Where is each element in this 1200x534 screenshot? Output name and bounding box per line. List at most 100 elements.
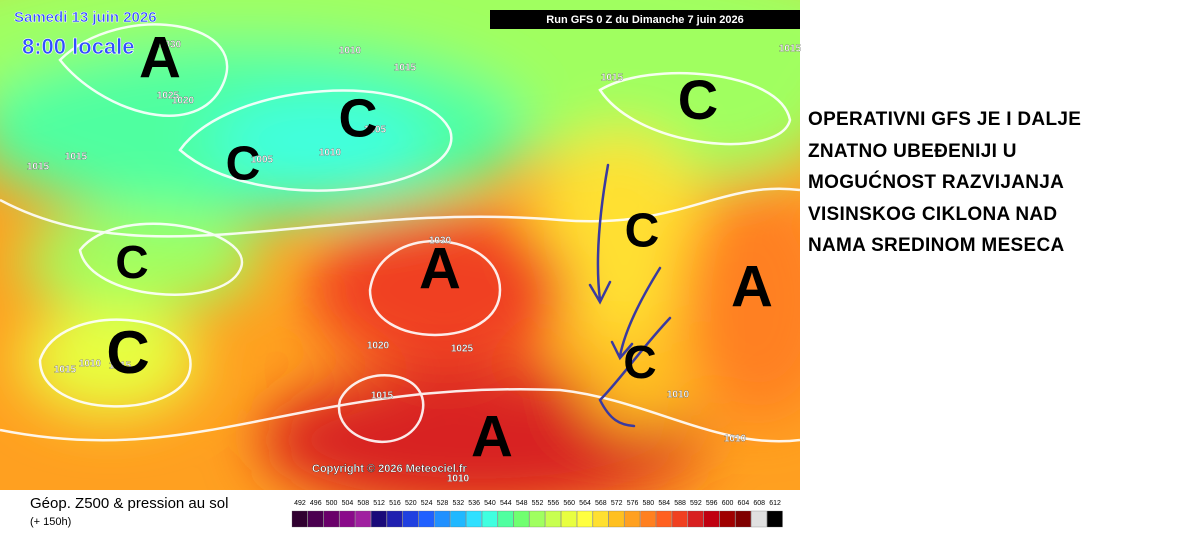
legend-value: 544: [500, 500, 512, 507]
legend-title: Géop. Z500 & pression au sol: [30, 495, 228, 512]
legend-value: 528: [437, 500, 449, 507]
isobar-label: 1015: [54, 365, 77, 376]
pressure-system: C: [115, 236, 148, 288]
isobar-label: 1010: [667, 390, 690, 401]
pressure-system: C: [226, 138, 261, 191]
legend-swatch: [751, 510, 767, 528]
legend-value: 564: [579, 500, 591, 507]
isobar-label: 1015: [394, 63, 417, 74]
legend-value: 532: [452, 500, 464, 507]
isobar-label: 1015: [779, 44, 802, 55]
legend-swatch: [656, 510, 672, 528]
annotation-line: ZNATNO UBEĐENIJI U: [808, 140, 1017, 162]
pressure-system: A: [139, 25, 181, 90]
time-label: 8:00 locale: [22, 34, 135, 59]
map-field: [0, 0, 800, 490]
isobar-label: 1010: [724, 434, 747, 445]
annotation-line: MOGUĆNOST RAZVIJANJA: [808, 172, 1065, 193]
legend-value: 612: [769, 500, 781, 507]
legend-value: 508: [357, 500, 369, 507]
legend-value: 504: [342, 500, 354, 507]
legend-swatch: [371, 510, 387, 528]
legend-lead: (+ 150h): [30, 516, 71, 528]
legend-swatch: [576, 510, 593, 528]
legend-swatch: [767, 510, 783, 528]
legend-swatch: [624, 510, 641, 528]
isobar-label: 1010: [319, 148, 342, 159]
legend-value: 572: [611, 500, 623, 507]
legend-swatch: [545, 510, 561, 528]
legend-swatch: [671, 510, 688, 528]
legend-value: 552: [532, 500, 544, 507]
legend-swatch: [640, 510, 656, 528]
annotation-line: VISINSKOG CIKLONA NAD: [808, 203, 1058, 225]
pressure-system: C: [625, 205, 660, 258]
isobar-label: 1020: [172, 96, 195, 107]
run-bar: [490, 10, 800, 29]
annotation-line: OPERATIVNI GFS JE I DALJE: [808, 109, 1082, 130]
legend-swatch: [402, 510, 419, 528]
legend-swatch: [735, 510, 751, 528]
isobar-label: 1015: [27, 162, 50, 173]
legend-value: 512: [373, 500, 385, 507]
annotation: OPERATIVNI GFS JE I DALJE ZNATNO UBEĐENIJ…: [808, 104, 1081, 262]
legend-value: 524: [421, 500, 433, 507]
pressure-system: A: [471, 404, 513, 469]
pressure-system: A: [731, 254, 773, 319]
pressure-system: C: [339, 88, 378, 148]
legend-value: 516: [389, 500, 401, 507]
legend-swatch: [561, 510, 577, 528]
date-label: Samedi 13 juin 2026: [14, 9, 157, 26]
legend-value: 500: [326, 500, 338, 507]
legend-swatch: [719, 510, 736, 528]
legend-swatch: [291, 510, 308, 528]
legend-value: 556: [547, 500, 559, 507]
isobar-label: 1015: [65, 152, 88, 163]
legend-value: 536: [468, 500, 480, 507]
legend-value: 584: [658, 500, 670, 507]
legend-value: 600: [722, 500, 734, 507]
legend-swatch: [450, 510, 466, 528]
legend-value: 576: [627, 500, 639, 507]
legend-value: 592: [690, 500, 702, 507]
legend-value: 520: [405, 500, 417, 507]
legend-swatch: [497, 510, 514, 528]
legend-value: 596: [706, 500, 718, 507]
annotation-line: NAMA SREDINOM MESECA: [808, 235, 1065, 256]
run-label: Run GFS 0 Z du Dimanche 7 juin 2026: [546, 14, 743, 26]
isobar-label: 1015: [371, 391, 394, 402]
legend-swatch: [608, 510, 625, 528]
legend-swatch: [386, 510, 403, 528]
isobar-label: 1025: [157, 91, 180, 102]
isobar-label: 1010: [79, 359, 102, 370]
legend-swatch: [434, 510, 451, 528]
isobar-label: 1005: [364, 125, 387, 136]
legend-swatch: [323, 510, 340, 528]
isobar-label: 1010: [339, 46, 362, 57]
isobar-label: 1020: [367, 341, 390, 352]
isobar-label: 1030: [429, 236, 452, 247]
copyright: Copyright © 2026 Meteociel.fr: [312, 463, 468, 475]
legend-value: 588: [674, 500, 686, 507]
pressure-system: C: [678, 68, 718, 131]
legend-value: 608: [753, 500, 765, 507]
legend-value: 560: [563, 500, 575, 507]
legend-swatch: [307, 510, 324, 528]
pressure-system: A: [419, 236, 461, 301]
legend-value: 548: [516, 500, 528, 507]
legend-swatch: [418, 510, 435, 528]
legend-value: 496: [310, 500, 322, 507]
isobar-label: 1010: [447, 474, 470, 485]
legend-swatch: [481, 510, 498, 528]
legend-value: 568: [595, 500, 607, 507]
legend-swatch: [513, 510, 530, 528]
pressure-system: C: [623, 336, 656, 388]
legend-value: 580: [643, 500, 655, 507]
isobar-label: 1015: [601, 73, 624, 84]
legend-swatch: [703, 510, 720, 528]
legend-value: 604: [738, 500, 750, 507]
isobar-label: 1005: [251, 155, 274, 166]
legend-value: 540: [484, 500, 496, 507]
